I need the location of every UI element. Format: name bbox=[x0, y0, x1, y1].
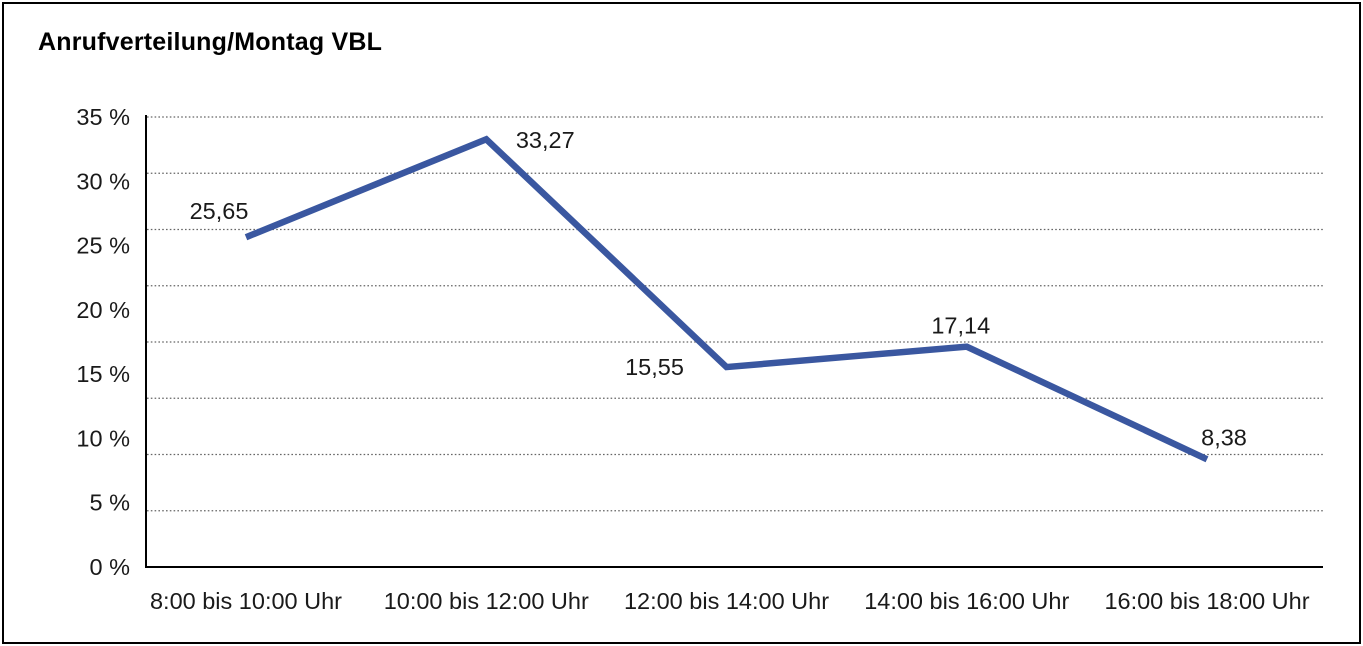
chart-title: Anrufverteilung/Montag VBL bbox=[38, 28, 383, 56]
data-point-label: 15,55 bbox=[625, 354, 684, 380]
data-line bbox=[244, 135, 1209, 463]
x-category-label: 16:00 bis 18:00 Uhr bbox=[1104, 588, 1309, 614]
y-tick-label: 10 % bbox=[76, 425, 130, 451]
x-category-label: 8:00 bis 10:00 Uhr bbox=[150, 588, 342, 614]
data-point-label: 17,14 bbox=[931, 313, 990, 339]
y-tick-label: 20 % bbox=[76, 297, 130, 323]
y-tick-label: 15 % bbox=[76, 361, 130, 387]
data-point-label: 8,38 bbox=[1201, 424, 1247, 450]
y-tick-label: 25 % bbox=[76, 233, 130, 259]
x-category-label: 12:00 bis 14:00 Uhr bbox=[624, 588, 829, 614]
data-point-label: 25,65 bbox=[190, 198, 249, 224]
y-tick-label: 0 % bbox=[90, 554, 131, 580]
y-tick-label: 35 % bbox=[76, 104, 130, 130]
x-category-label: 10:00 bis 12:00 Uhr bbox=[384, 588, 589, 614]
y-tick-label: 30 % bbox=[76, 168, 130, 194]
data-point-label: 33,27 bbox=[516, 127, 575, 153]
x-category-label: 14:00 bis 16:00 Uhr bbox=[864, 588, 1069, 614]
y-tick-label: 5 % bbox=[90, 490, 131, 516]
